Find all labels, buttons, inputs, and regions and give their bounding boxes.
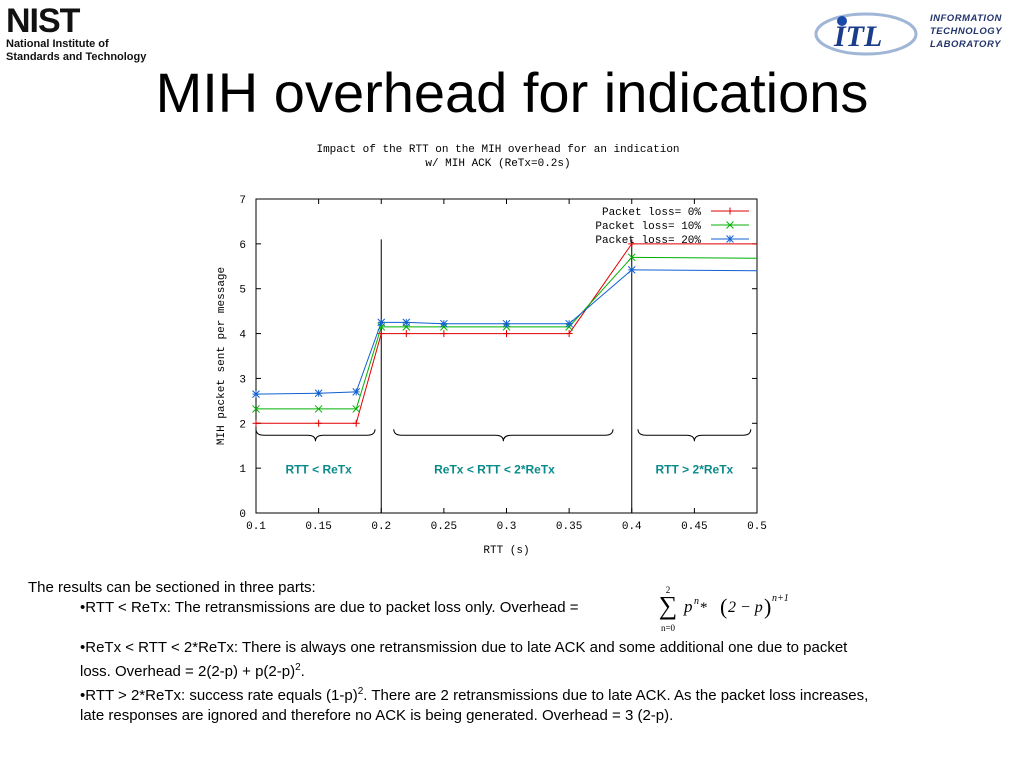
nist-name-line2: Standards and Technology <box>6 51 147 63</box>
data-point-mark <box>502 319 511 328</box>
legend-label: Packet loss= 0% <box>602 207 701 219</box>
data-point-mark <box>252 390 260 398</box>
itl-line3: LABORATORY <box>930 39 1001 50</box>
data-point-mark <box>314 405 323 413</box>
bullet-rtt-gt-2retx: •RTT > 2*ReTx: success rate equals (1-p)… <box>28 682 1008 726</box>
series-line-1 <box>256 256 758 410</box>
itl-line1: INFORMATION <box>930 13 1002 24</box>
formula-outer-exp: n+1 <box>772 593 789 604</box>
nist-logo: NIST National Institute of Standards and… <box>4 2 164 66</box>
data-point-mark <box>565 319 573 328</box>
itl-logo-text: INFORMATION TECHNOLOGY LABORATORY <box>930 12 1002 51</box>
data-point-mark <box>377 318 386 327</box>
formula-mid: * <box>700 600 708 616</box>
x-tick-label: 0.1 <box>246 521 266 533</box>
itl-logo-mark: ITL <box>833 20 882 53</box>
data-point-mark <box>352 405 361 413</box>
series-line-0 <box>256 243 757 424</box>
overhead-formula: 2 ∑ n=0 p n * ( 2 − p ) n+1 <box>659 585 789 633</box>
data-point-mark <box>627 266 636 274</box>
data-point-mark <box>314 389 323 398</box>
annotation-label-2: RTT > 2*ReTx <box>656 462 734 476</box>
bullet-retx-range-line1: •ReTx < RTT < 2*ReTx: There is always on… <box>80 639 848 656</box>
legend-label: Packet loss= 20% <box>595 235 701 247</box>
chart-title-line2: w/ MIH ACK (ReTx=0.2s) <box>425 158 570 170</box>
x-axis-label: RTT (s) <box>483 545 529 557</box>
y-tick-label: 6 <box>239 240 246 252</box>
results-intro: The results can be sectioned in three pa… <box>28 579 316 596</box>
data-point-mark <box>726 235 734 243</box>
x-tick-label: 0.2 <box>371 521 391 533</box>
nist-name-line1: National Institute of <box>6 38 109 50</box>
data-point-mark <box>252 405 260 413</box>
x-tick-label: 0.4 <box>622 521 642 533</box>
formula-sum-upper: 2 <box>666 585 671 595</box>
y-tick-label: 1 <box>239 464 246 476</box>
bullet-retx-range-line2: loss. Overhead = 2(2-p) + p(2-p)2. <box>80 662 305 680</box>
x-tick-label: 0.25 <box>431 521 457 533</box>
chart-title-line1: Impact of the RTT on the MIH overhead fo… <box>316 144 679 156</box>
itl-line2: TECHNOLOGY <box>930 26 1003 37</box>
x-tick-label: 0.5 <box>747 521 767 533</box>
data-point-mark <box>352 388 361 396</box>
slide-title: MIH overhead for indications <box>155 61 869 124</box>
x-tick-label: 0.35 <box>556 521 582 533</box>
annotation-brace-2 <box>637 429 752 442</box>
formula-exp: n <box>694 596 699 607</box>
results-text: The results can be sectioned in three pa… <box>28 578 1008 726</box>
formula-paren-content: 2 − p <box>728 599 763 616</box>
bullet-rtt-gt-2retx-line2: late responses are ignored and therefore… <box>80 707 674 724</box>
legend-label: Packet loss= 10% <box>595 221 701 233</box>
data-point-mark <box>627 253 636 262</box>
y-axis-label: MIH packet sent per message <box>216 267 228 445</box>
itl-logo-graphic: ITL <box>814 12 918 56</box>
formula-base: p <box>683 597 693 616</box>
annotation-label-0: RTT < ReTx <box>285 462 352 476</box>
x-tick-label: 0.3 <box>497 521 517 533</box>
y-tick-label: 5 <box>239 285 246 297</box>
annotation-brace-1 <box>393 429 614 442</box>
data-point-mark <box>440 319 448 328</box>
rtt-overhead-chart: Impact of the RTT on the MIH overhead fo… <box>216 144 767 557</box>
x-tick-label: 0.45 <box>681 521 707 533</box>
y-tick-label: 4 <box>239 330 246 342</box>
x-tick-label: 0.15 <box>305 521 331 533</box>
data-point-mark <box>402 318 411 327</box>
formula-sigma: ∑ <box>659 591 678 620</box>
formula-sum-lower: n=0 <box>661 623 676 633</box>
y-tick-label: 7 <box>239 195 246 207</box>
formula-rparen: ) <box>764 594 771 619</box>
nist-logo-mark: NIST <box>6 2 80 40</box>
data-point-mark <box>726 221 734 229</box>
annotation-brace-0 <box>255 429 376 442</box>
y-tick-label: 3 <box>239 374 246 386</box>
y-tick-label: 2 <box>239 419 246 431</box>
formula-lparen: ( <box>720 594 727 619</box>
bullet-rtt-lt-retx: •RTT < ReTx: The retransmissions are due… <box>80 599 579 616</box>
annotation-label-1: ReTx < RTT < 2*ReTx <box>434 462 555 476</box>
nist-logo-name: National Institute of Standards and Tech… <box>6 38 146 64</box>
bullet-retx-range: •ReTx < RTT < 2*ReTx: There is always on… <box>28 638 1008 682</box>
y-tick-label: 0 <box>239 509 246 521</box>
itl-logo: ITL INFORMATION TECHNOLOGY LABORATORY <box>812 6 1022 62</box>
bullet-rtt-gt-2retx-line1: •RTT > 2*ReTx: success rate equals (1-p)… <box>80 686 869 704</box>
series-line-2 <box>255 269 758 395</box>
